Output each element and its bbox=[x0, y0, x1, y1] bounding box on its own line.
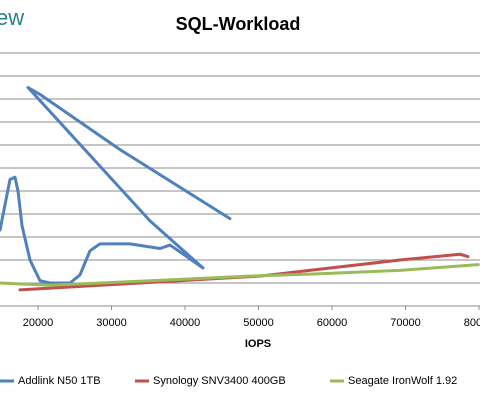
x-axis-label: IOPS bbox=[245, 338, 271, 350]
series-line bbox=[0, 86, 232, 285]
x-tick-label: 30000 bbox=[96, 317, 127, 329]
x-tick-label: 50000 bbox=[243, 317, 274, 329]
logo-text: ew bbox=[0, 5, 24, 30]
chart-title: SQL-Workload bbox=[176, 14, 301, 34]
x-tick-label: 80000 bbox=[464, 317, 480, 329]
series-line bbox=[18, 252, 470, 292]
x-tick-label: 60000 bbox=[317, 317, 348, 329]
x-tick-label: 70000 bbox=[390, 317, 421, 329]
legend-label: Addlink N50 1TB bbox=[18, 375, 101, 387]
legend-label: Synology SNV3400 400GB bbox=[153, 375, 286, 387]
x-tick-label: 20000 bbox=[23, 317, 54, 329]
legend-label: Seagate IronWolf 1.92 bbox=[348, 375, 457, 387]
x-tick-label: 40000 bbox=[170, 317, 201, 329]
series-line bbox=[0, 263, 480, 287]
